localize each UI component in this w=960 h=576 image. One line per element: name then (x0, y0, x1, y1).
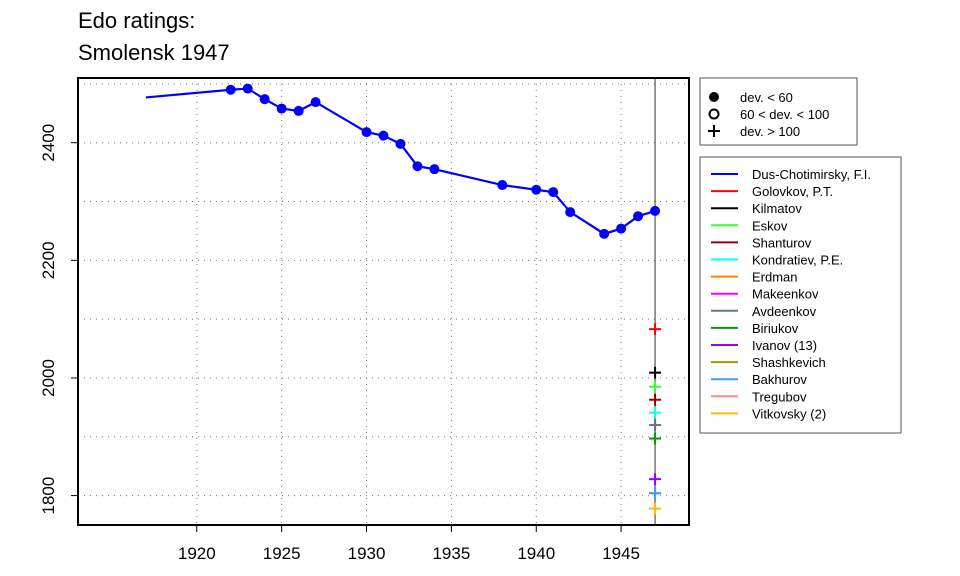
player-legend-box (699, 156, 902, 434)
legends: dev. < 60 60 < dev. < 100 dev. > 100 Dus-Ch… (699, 77, 902, 434)
data-point (242, 83, 253, 94)
player-marker-11 (649, 487, 662, 500)
data-point (497, 180, 508, 191)
data-point (633, 211, 644, 222)
data-point (429, 164, 440, 175)
data-point (616, 223, 627, 234)
data-point (395, 138, 406, 149)
data-point (599, 228, 610, 239)
player-marker-13 (649, 502, 662, 515)
symbol-legend-label: dev. > 100 (740, 124, 800, 139)
data-point (565, 207, 576, 218)
series-line-dus-chotimirsky (145, 87, 656, 236)
x-tick-label: 1920 (178, 544, 216, 563)
filled-circle-icon (709, 92, 719, 102)
legend-entry: Ivanov (13) (752, 338, 817, 353)
plot-border (77, 77, 690, 526)
data-point (310, 97, 321, 108)
data-point (276, 103, 287, 114)
data-point (225, 84, 236, 95)
legend-entry: Kilmatov (752, 201, 802, 216)
chart-title-line1: Edo ratings: (78, 8, 196, 33)
player-marker-7 (649, 419, 662, 432)
x-tick-label: 1925 (263, 544, 301, 563)
player-marker-2 (649, 380, 662, 393)
data-point (378, 130, 389, 141)
data-point (259, 94, 270, 105)
legend-entry: Kondratiev, P.E. (752, 253, 843, 268)
legend-entry: Bakhurov (752, 372, 807, 387)
data-point (412, 161, 423, 172)
legend-entry: Vitkovsky (2) (752, 406, 826, 421)
player-marker-8 (649, 432, 662, 445)
player-marker-0 (649, 323, 662, 336)
data-point (548, 187, 559, 198)
data-point (293, 105, 304, 116)
data-point (361, 127, 372, 138)
symbol-legend-label: dev. < 60 (740, 90, 793, 105)
player-marker-3 (649, 393, 662, 406)
x-tick-label: 1935 (432, 544, 470, 563)
data-point (650, 205, 661, 216)
x-tick-label: 1940 (517, 544, 555, 563)
legend-entry: Shanturov (752, 235, 812, 250)
grid (78, 78, 689, 525)
player-marker-1 (649, 366, 662, 379)
y-tick-label: 2200 (39, 241, 58, 279)
symbol-legend-label: 60 < dev. < 100 (740, 107, 829, 122)
axes: 1920 1925 1930 1935 1940 1945 1800 2000 2200 2400 (39, 77, 690, 563)
legend-entry: Shashkevich (752, 355, 826, 370)
open-circle-icon (708, 108, 720, 120)
y-tick-label: 1800 (39, 477, 58, 515)
legend-entry: Erdman (752, 270, 798, 285)
legend-entry: Golovkov, P.T. (752, 184, 833, 199)
plus-icon (708, 125, 720, 137)
player-marker-4 (649, 406, 662, 419)
y-tick-label: 2000 (39, 359, 58, 397)
symbol-legend-box (699, 77, 858, 146)
legend-entry: Avdeenkov (752, 304, 817, 319)
x-tick-label: 1945 (602, 544, 640, 563)
x-tick-label: 1930 (348, 544, 386, 563)
y-tick-label: 2400 (39, 124, 58, 162)
player-marker-9 (649, 473, 662, 486)
legend-entry: Eskov (752, 218, 788, 233)
plot-area (145, 78, 662, 525)
legend-entry: Makeenkov (752, 287, 819, 302)
data-point (531, 184, 542, 195)
legend-entry: Biriukov (752, 321, 799, 336)
legend-entry: Tregubov (752, 389, 807, 404)
legend-entry: Dus-Chotimirsky, F.I. (752, 167, 871, 182)
chart-title-line2: Smolensk 1947 (78, 40, 230, 65)
